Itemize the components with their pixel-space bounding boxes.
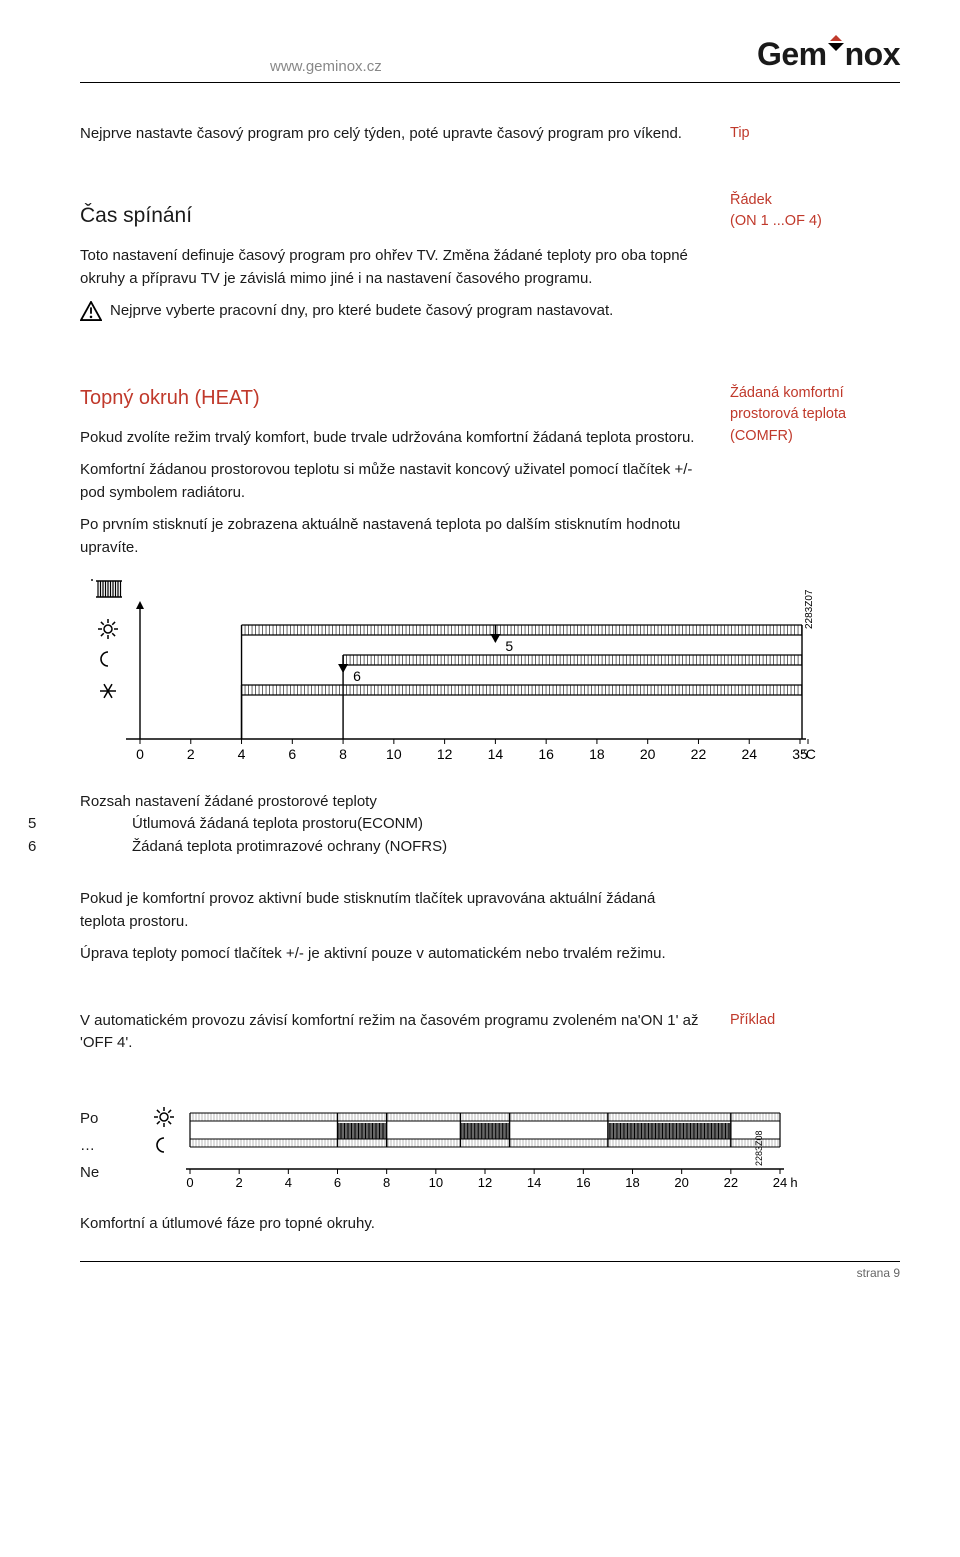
day-po: Po [80, 1105, 130, 1132]
note-p2: Úprava teploty pomocí tlačítek +/- je ak… [80, 943, 700, 966]
svg-text:16: 16 [576, 1175, 590, 1189]
svg-text:10: 10 [386, 746, 402, 762]
svg-text:0: 0 [186, 1175, 193, 1189]
logo-text-left: Gem [757, 30, 827, 78]
block-example: V automatickém provozu závisí komfortní … [80, 1010, 900, 1065]
svg-text:6: 6 [353, 668, 361, 684]
chart1-svg: 02468101214161820222435°C562283Z07 [80, 579, 820, 769]
svg-text:18: 18 [589, 746, 605, 762]
svg-text:20: 20 [674, 1175, 688, 1189]
temperature-chart: 02468101214161820222435°C562283Z07 [80, 579, 820, 777]
footer-caption: Komfortní a útlumové fáze pro topné okru… [80, 1213, 900, 1236]
svg-text:h: h [790, 1175, 797, 1189]
day-dots: … [80, 1132, 130, 1159]
svg-text:22: 22 [724, 1175, 738, 1189]
heat-p1: Pokud zvolíte režim trvalý komfort, bude… [80, 427, 700, 450]
svg-text:0: 0 [136, 746, 144, 762]
day-labels: Po … Ne [80, 1099, 130, 1186]
side-tip: Tip [730, 123, 900, 156]
svg-text:18: 18 [625, 1175, 639, 1189]
block-buttons-note: Pokud je komfortní provoz aktivní bude s… [80, 888, 900, 976]
tip-text: Nejprve nastavte časový program pro celý… [80, 123, 700, 146]
svg-text:2283Z07: 2283Z07 [804, 589, 815, 629]
block-switching-time: Čas spínání Toto nastavení definuje časo… [80, 190, 900, 323]
block-heat: Topný okruh (HEAT) Pokud zvolíte režim t… [80, 383, 900, 570]
title-heat: Topný okruh (HEAT) [80, 383, 700, 413]
svg-text:6: 6 [288, 746, 296, 762]
side-comfr-1: Žádaná komfortní [730, 383, 900, 405]
page-number: strana 9 [857, 1266, 900, 1280]
svg-text:22: 22 [691, 746, 707, 762]
side-comfr-3: (COMFR) [730, 426, 900, 448]
heat-p2: Komfortní žádanou prostorovou teplotu si… [80, 459, 700, 504]
svg-text:4: 4 [238, 746, 246, 762]
svg-text:6: 6 [334, 1175, 341, 1189]
svg-text:14: 14 [527, 1175, 541, 1189]
legend-line-5: 5Útlumová žádaná teplota prostoru(ECONM) [80, 813, 900, 836]
title-switching: Čas spínání [80, 200, 700, 232]
chart2-svg: 024681012141618202224h2283Z08 [130, 1099, 810, 1189]
legend-title: Rozsah nastavení žádané prostorové teplo… [80, 791, 900, 814]
day-ne: Ne [80, 1159, 130, 1186]
example-text: V automatickém provozu závisí komfortní … [80, 1010, 700, 1055]
page-header: www.geminox.cz Gem nox [80, 30, 900, 83]
svg-text:14: 14 [488, 746, 504, 762]
heat-p3: Po prvním stisknutí je zobrazena aktuáln… [80, 514, 700, 559]
svg-text:16: 16 [538, 746, 554, 762]
svg-text:2283Z08: 2283Z08 [754, 1130, 764, 1166]
chart1-legend: Rozsah nastavení žádané prostorové teplo… [80, 791, 900, 859]
svg-text:20: 20 [640, 746, 656, 762]
svg-text:24: 24 [741, 746, 757, 762]
side-row-label: Řádek [730, 190, 900, 212]
logo-diamond-icon [828, 35, 844, 55]
logo-text-right: nox [845, 30, 900, 78]
svg-text:2: 2 [236, 1175, 243, 1189]
warning-icon [80, 301, 102, 321]
note-p1: Pokud je komfortní provoz aktivní bude s… [80, 888, 700, 933]
svg-text:4: 4 [285, 1175, 292, 1189]
side-comfr-2: prostorová teplota [730, 404, 900, 426]
header-url: www.geminox.cz [270, 56, 382, 79]
legend-line-6: 6Žádaná teplota protimrazové ochrany (NO… [80, 836, 900, 859]
svg-text:5: 5 [505, 638, 513, 654]
svg-text:10: 10 [429, 1175, 443, 1189]
svg-text:24: 24 [773, 1175, 787, 1189]
block-tip: Nejprve nastavte časový program pro celý… [80, 123, 900, 156]
page-footer: strana 9 [80, 1261, 900, 1282]
brand-logo: Gem nox [757, 30, 900, 78]
warning-row: Nejprve vyberte pracovní dny, pro které … [80, 300, 700, 323]
schedule-chart-row: Po … Ne 024681012141618202224h2283Z08 [80, 1099, 900, 1189]
svg-text:12: 12 [437, 746, 453, 762]
side-row-range: (ON 1 ...OF 4) [730, 211, 900, 233]
svg-text:12: 12 [478, 1175, 492, 1189]
svg-text:2: 2 [187, 746, 195, 762]
switching-text: Toto nastavení definuje časový program p… [80, 245, 700, 290]
side-example: Příklad [730, 1010, 900, 1065]
svg-text:°C: °C [800, 746, 816, 762]
svg-text:8: 8 [339, 746, 347, 762]
warning-text: Nejprve vyberte pracovní dny, pro které … [110, 300, 613, 323]
svg-text:8: 8 [383, 1175, 390, 1189]
